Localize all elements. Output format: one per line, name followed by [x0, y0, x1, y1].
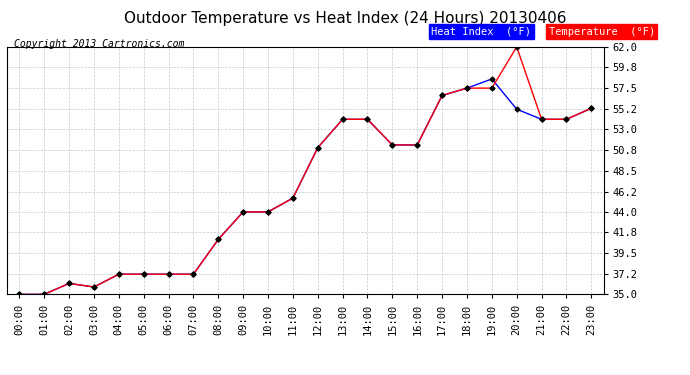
Text: Heat Index  (°F): Heat Index (°F) [431, 27, 531, 37]
Text: Outdoor Temperature vs Heat Index (24 Hours) 20130406: Outdoor Temperature vs Heat Index (24 Ho… [124, 11, 566, 26]
Text: Temperature  (°F): Temperature (°F) [549, 27, 655, 37]
Text: Copyright 2013 Cartronics.com: Copyright 2013 Cartronics.com [14, 39, 184, 50]
